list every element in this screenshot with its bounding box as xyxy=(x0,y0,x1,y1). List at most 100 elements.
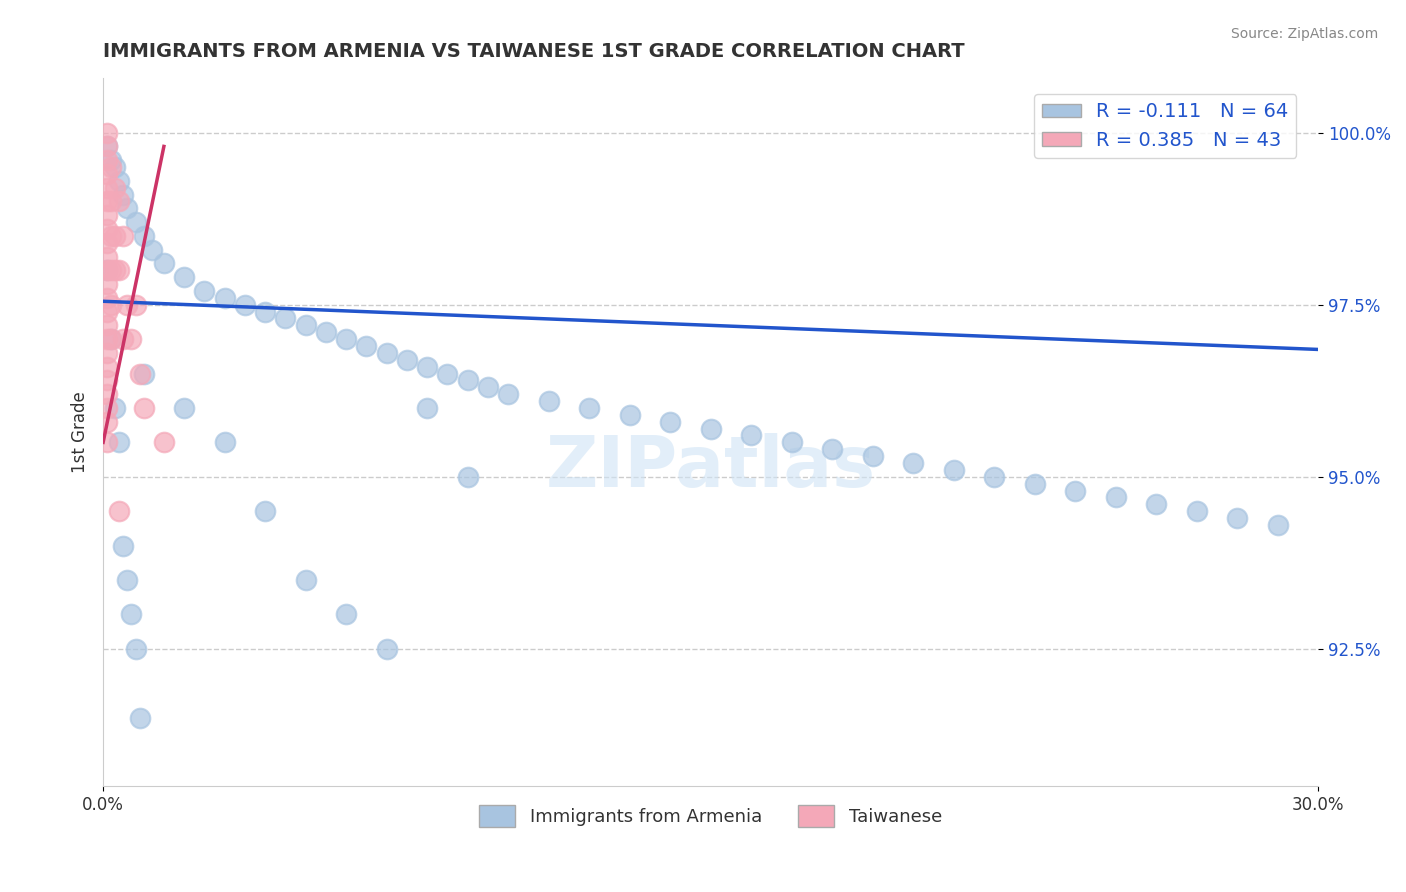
Point xyxy=(1185,504,1208,518)
Point xyxy=(100,194,122,209)
Point xyxy=(100,332,122,346)
Point xyxy=(96,277,118,291)
Point xyxy=(100,332,122,346)
Point xyxy=(96,139,118,153)
Text: ZIPatlas: ZIPatlas xyxy=(546,433,876,502)
Point xyxy=(416,401,439,415)
Point xyxy=(740,428,762,442)
Point xyxy=(128,711,150,725)
Point xyxy=(983,469,1005,483)
Point xyxy=(619,408,641,422)
Point xyxy=(254,304,277,318)
Point xyxy=(416,359,439,374)
Text: IMMIGRANTS FROM ARMENIA VS TAIWANESE 1ST GRADE CORRELATION CHART: IMMIGRANTS FROM ARMENIA VS TAIWANESE 1ST… xyxy=(103,42,965,61)
Point xyxy=(96,153,118,168)
Point xyxy=(141,243,163,257)
Point xyxy=(112,539,135,553)
Point xyxy=(862,449,884,463)
Point xyxy=(96,167,118,181)
Point xyxy=(96,332,118,346)
Point xyxy=(96,126,118,140)
Point xyxy=(112,228,135,243)
Text: Source: ZipAtlas.com: Source: ZipAtlas.com xyxy=(1230,27,1378,41)
Point xyxy=(294,318,316,333)
Point xyxy=(214,435,236,450)
Point xyxy=(153,435,176,450)
Point xyxy=(1064,483,1087,498)
Point xyxy=(457,469,479,483)
Point xyxy=(124,215,146,229)
Point xyxy=(96,263,118,277)
Point xyxy=(193,284,215,298)
Point xyxy=(335,332,357,346)
Point xyxy=(254,504,277,518)
Point xyxy=(578,401,600,415)
Point xyxy=(104,263,127,277)
Point xyxy=(699,421,721,435)
Point xyxy=(233,298,256,312)
Point xyxy=(96,139,118,153)
Y-axis label: 1st Grade: 1st Grade xyxy=(72,392,89,473)
Point xyxy=(96,373,118,387)
Point xyxy=(294,573,316,587)
Point xyxy=(108,263,131,277)
Point xyxy=(96,208,118,222)
Point xyxy=(96,435,118,450)
Point xyxy=(132,367,155,381)
Point xyxy=(96,250,118,264)
Point xyxy=(537,394,560,409)
Point xyxy=(96,235,118,250)
Point xyxy=(121,607,143,622)
Point xyxy=(903,456,925,470)
Point xyxy=(457,373,479,387)
Point xyxy=(117,298,139,312)
Point xyxy=(132,401,155,415)
Point xyxy=(375,641,398,656)
Point xyxy=(96,415,118,429)
Point xyxy=(112,332,135,346)
Point xyxy=(659,415,682,429)
Point xyxy=(1226,511,1249,525)
Point xyxy=(117,202,139,216)
Point xyxy=(477,380,499,394)
Point xyxy=(375,346,398,360)
Point xyxy=(112,187,135,202)
Point xyxy=(315,325,337,339)
Point xyxy=(395,352,418,367)
Point xyxy=(335,607,357,622)
Point xyxy=(100,263,122,277)
Point xyxy=(96,291,118,305)
Point xyxy=(108,435,131,450)
Point xyxy=(96,263,118,277)
Point xyxy=(104,180,127,194)
Point xyxy=(100,153,122,168)
Point xyxy=(100,160,122,174)
Point xyxy=(100,298,122,312)
Point xyxy=(96,222,118,236)
Point xyxy=(496,387,519,401)
Point xyxy=(96,304,118,318)
Point xyxy=(173,270,195,285)
Point xyxy=(96,318,118,333)
Point xyxy=(274,311,297,326)
Point xyxy=(124,298,146,312)
Point xyxy=(132,228,155,243)
Point xyxy=(121,332,143,346)
Point xyxy=(96,180,118,194)
Point xyxy=(780,435,803,450)
Point xyxy=(117,573,139,587)
Point xyxy=(96,387,118,401)
Point xyxy=(104,228,127,243)
Point xyxy=(1267,518,1289,533)
Point xyxy=(108,504,131,518)
Point xyxy=(356,339,378,353)
Point xyxy=(821,442,844,457)
Point xyxy=(128,367,150,381)
Point xyxy=(1144,497,1167,511)
Point xyxy=(173,401,195,415)
Point xyxy=(96,359,118,374)
Point xyxy=(153,256,176,270)
Point xyxy=(124,641,146,656)
Point xyxy=(104,401,127,415)
Point xyxy=(96,346,118,360)
